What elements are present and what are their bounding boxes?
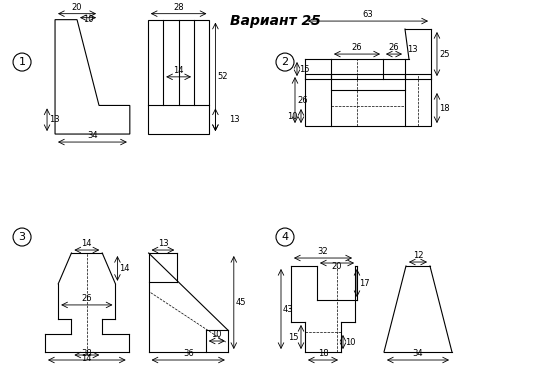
Text: 14: 14 (119, 264, 130, 273)
Text: 1: 1 (19, 57, 25, 67)
Text: 20: 20 (332, 262, 342, 271)
Text: 32: 32 (318, 247, 328, 256)
Text: 36: 36 (183, 349, 194, 358)
Text: 34: 34 (87, 131, 98, 140)
Text: 13: 13 (229, 115, 240, 124)
Text: 38: 38 (81, 349, 92, 358)
Text: 43: 43 (283, 304, 294, 314)
Text: 18: 18 (439, 104, 449, 113)
Text: 13: 13 (158, 239, 168, 248)
Text: 25: 25 (439, 50, 449, 58)
Text: 2: 2 (282, 57, 289, 67)
Text: 26: 26 (351, 43, 362, 52)
Text: 17: 17 (359, 278, 370, 288)
Text: 18: 18 (318, 349, 328, 358)
Text: 63: 63 (362, 10, 373, 19)
Text: 10: 10 (345, 338, 355, 346)
Text: 4: 4 (282, 232, 289, 242)
Text: 28: 28 (173, 3, 184, 12)
Text: 10: 10 (287, 112, 298, 121)
Text: 52: 52 (217, 72, 228, 81)
Text: 13: 13 (407, 45, 417, 53)
Text: 26: 26 (81, 294, 92, 303)
Text: 26: 26 (389, 43, 399, 52)
Text: 13: 13 (49, 115, 59, 124)
Text: 14: 14 (81, 239, 92, 248)
Text: 14: 14 (173, 66, 184, 75)
Text: Вариант 25: Вариант 25 (230, 14, 320, 28)
Text: 14: 14 (81, 354, 92, 363)
Text: 12: 12 (412, 251, 423, 260)
Text: 45: 45 (236, 298, 246, 307)
Text: 10: 10 (212, 330, 222, 339)
Text: 34: 34 (412, 349, 424, 358)
Text: 26: 26 (297, 96, 307, 105)
Text: 20: 20 (72, 3, 82, 12)
Text: 15: 15 (288, 332, 299, 342)
Text: 15: 15 (299, 65, 310, 74)
Text: 3: 3 (19, 232, 25, 242)
Text: 10: 10 (83, 15, 94, 24)
